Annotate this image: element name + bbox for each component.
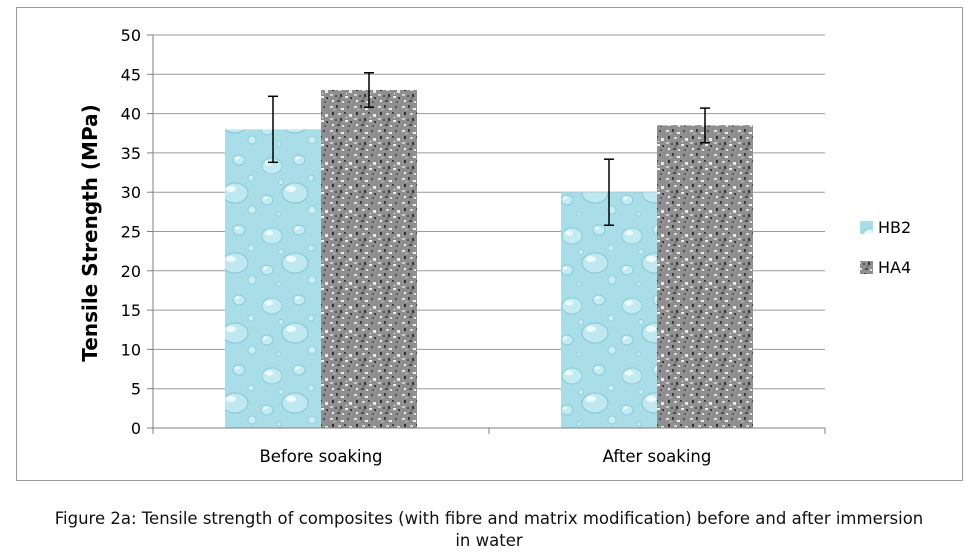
error-bars [268,71,710,226]
legend-swatch-hb2 [860,221,873,234]
y-tick-label: 45 [121,65,141,84]
figure-caption: Figure 2a: Tensile strength of composite… [0,508,978,552]
y-tick-label: 5 [131,380,141,399]
bar-hb2-after [561,192,657,428]
y-tick-label: 10 [121,340,141,359]
y-axis-label: Tensile Strength (MPa) [78,104,102,361]
legend-label-ha4: HA4 [878,258,911,277]
y-tick-label: 25 [121,223,141,242]
bars [225,90,753,429]
y-tick-label: 30 [121,183,141,202]
y-tick-label: 50 [121,26,141,45]
y-tick-label: 35 [121,144,141,163]
legend-label-hb2: HB2 [878,218,911,237]
y-tick-label: 0 [131,419,141,438]
y-tick-label: 40 [121,105,141,124]
y-tick-label: 20 [121,262,141,281]
legend: HB2 HA4 [860,218,911,277]
caption-line-2: in water [455,531,523,550]
bar-ha4-after [657,125,753,428]
x-category-label: Before soaking [259,447,382,466]
axes: 0 5 10 15 20 25 30 35 40 45 50 Before soaking After … [121,26,826,466]
x-category-label: After soaking [603,447,712,466]
chart-area: 0 5 10 15 20 25 30 35 40 45 50 Before soaking After … [16,7,963,481]
caption-line-1: Figure 2a: Tensile strength of composite… [54,509,924,528]
bar-ha4-before [321,90,417,429]
y-tick-label: 15 [121,301,141,320]
bar-chart: 0 5 10 15 20 25 30 35 40 45 50 Before soaking After … [78,26,911,466]
legend-swatch-ha4 [860,261,873,274]
bar-hb2-before [225,129,321,428]
